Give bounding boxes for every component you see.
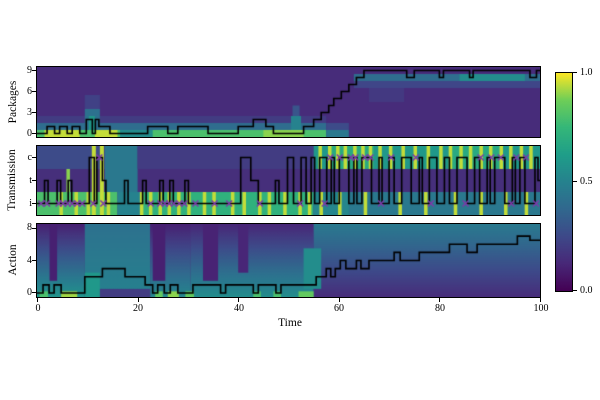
transmission-ytick-i: i bbox=[29, 197, 32, 209]
tick-mark bbox=[573, 72, 577, 73]
xtick-0: 0 bbox=[35, 303, 41, 314]
colorbar-canvas bbox=[556, 73, 572, 291]
transmission-heatmap-panel bbox=[36, 145, 541, 216]
tick-mark bbox=[32, 260, 36, 261]
xtick-100: 100 bbox=[533, 303, 549, 314]
tick-mark bbox=[573, 181, 577, 182]
tick-mark bbox=[37, 298, 38, 302]
tick-mark bbox=[238, 298, 239, 302]
packages-ytick-6: 6 bbox=[27, 85, 32, 97]
tick-mark bbox=[32, 180, 36, 181]
tick-mark bbox=[32, 228, 36, 229]
action-ytick-0: 0 bbox=[27, 287, 32, 298]
tick-mark bbox=[32, 203, 36, 204]
tick-mark bbox=[540, 298, 541, 302]
packages-ytick-9: 9 bbox=[27, 64, 32, 76]
tick-mark bbox=[32, 91, 36, 92]
colorbar bbox=[555, 72, 573, 292]
colorbar-tick-1.0: 1.0 bbox=[580, 67, 593, 78]
action-ytick-4: 4 bbox=[27, 254, 32, 266]
tick-mark bbox=[32, 112, 36, 113]
tick-mark bbox=[32, 133, 36, 134]
action-heatmap-panel bbox=[36, 223, 541, 298]
tick-mark bbox=[339, 298, 340, 302]
tick-mark bbox=[32, 292, 36, 293]
colorbar-tick-0.5: 0.5 bbox=[580, 176, 593, 187]
xtick-80: 80 bbox=[435, 303, 445, 314]
xtick-20: 20 bbox=[133, 303, 143, 314]
transmission-ytick-t: t bbox=[29, 174, 32, 186]
tick-mark bbox=[32, 157, 36, 158]
xtick-40: 40 bbox=[234, 303, 244, 314]
tick-mark bbox=[138, 298, 139, 302]
tick-mark bbox=[32, 70, 36, 71]
transmission-ytick-c: c bbox=[27, 151, 32, 163]
packages-ytick-3: 3 bbox=[27, 106, 32, 118]
tick-mark bbox=[573, 290, 577, 291]
x-axis-title: Time bbox=[278, 317, 302, 329]
xtick-60: 60 bbox=[334, 303, 344, 314]
tick-mark bbox=[439, 298, 440, 302]
packages-ytick-0: 0 bbox=[27, 127, 32, 139]
action-ytick-8: 8 bbox=[27, 222, 32, 233]
packages-heatmap-canvas bbox=[37, 67, 540, 137]
action-heatmap-canvas bbox=[37, 224, 540, 297]
transmission-heatmap-canvas bbox=[37, 146, 540, 215]
packages-heatmap-panel bbox=[36, 66, 541, 138]
colorbar-tick-0.0: 0.0 bbox=[580, 285, 593, 296]
